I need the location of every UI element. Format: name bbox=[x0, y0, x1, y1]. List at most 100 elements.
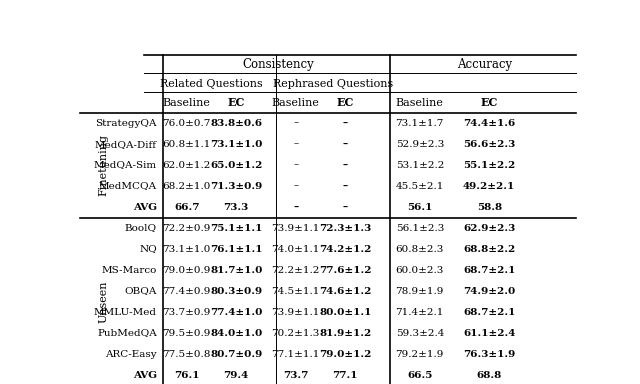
Text: Related Questions: Related Questions bbox=[160, 79, 263, 89]
Text: 74.0±1.1: 74.0±1.1 bbox=[271, 245, 320, 253]
Text: 68.8: 68.8 bbox=[477, 371, 502, 379]
Text: –: – bbox=[293, 182, 298, 190]
Text: 80.3±0.9: 80.3±0.9 bbox=[210, 286, 262, 296]
Text: 61.1±2.4: 61.1±2.4 bbox=[463, 329, 515, 338]
Text: 77.1: 77.1 bbox=[333, 371, 358, 379]
Text: Baseline: Baseline bbox=[396, 98, 444, 108]
Text: 76.1±1.1: 76.1±1.1 bbox=[210, 245, 262, 253]
Text: AVG: AVG bbox=[132, 371, 157, 379]
Text: 76.0±0.7: 76.0±0.7 bbox=[163, 119, 211, 127]
Text: 79.0±1.2: 79.0±1.2 bbox=[319, 349, 372, 359]
Text: 58.8: 58.8 bbox=[477, 203, 502, 212]
Text: Baseline: Baseline bbox=[163, 98, 211, 108]
Text: 53.1±2.2: 53.1±2.2 bbox=[396, 161, 444, 170]
Text: 73.1±1.0: 73.1±1.0 bbox=[163, 245, 211, 253]
Text: 49.2±2.1: 49.2±2.1 bbox=[463, 182, 515, 190]
Text: 45.5±2.1: 45.5±2.1 bbox=[396, 182, 444, 190]
Text: 59.3±2.4: 59.3±2.4 bbox=[396, 329, 444, 338]
Text: 68.2±1.0: 68.2±1.0 bbox=[163, 182, 211, 190]
Text: 56.1: 56.1 bbox=[407, 203, 433, 212]
Text: 72.2±0.9: 72.2±0.9 bbox=[163, 223, 211, 233]
Text: 73.7: 73.7 bbox=[283, 371, 308, 379]
Text: BoolQ: BoolQ bbox=[125, 223, 157, 233]
Text: 68.8±2.2: 68.8±2.2 bbox=[463, 245, 515, 253]
Text: PubMedQA: PubMedQA bbox=[97, 329, 157, 338]
Text: –: – bbox=[343, 140, 348, 149]
Text: 72.3±1.3: 72.3±1.3 bbox=[319, 223, 371, 233]
Text: Unseen: Unseen bbox=[99, 280, 109, 323]
Text: –: – bbox=[343, 119, 348, 127]
Text: 56.6±2.3: 56.6±2.3 bbox=[463, 140, 515, 149]
Text: MedQA-Diff: MedQA-Diff bbox=[95, 140, 157, 149]
Text: 84.0±1.0: 84.0±1.0 bbox=[210, 329, 262, 338]
Text: EC: EC bbox=[481, 98, 498, 109]
Text: –: – bbox=[293, 140, 298, 149]
Text: 68.7±2.1: 68.7±2.1 bbox=[463, 266, 515, 275]
Text: –: – bbox=[343, 161, 348, 170]
Text: 73.9±1.1: 73.9±1.1 bbox=[271, 223, 320, 233]
Text: 83.8±0.6: 83.8±0.6 bbox=[210, 119, 262, 127]
Text: –: – bbox=[293, 119, 298, 127]
Text: StrategyQA: StrategyQA bbox=[95, 119, 157, 127]
Text: 60.8±1.1: 60.8±1.1 bbox=[163, 140, 211, 149]
Text: 74.4±1.6: 74.4±1.6 bbox=[463, 119, 515, 127]
Text: Consistency: Consistency bbox=[243, 58, 314, 71]
Text: –: – bbox=[293, 161, 298, 170]
Text: 73.1±1.7: 73.1±1.7 bbox=[396, 119, 444, 127]
Text: 73.1±1.0: 73.1±1.0 bbox=[210, 140, 262, 149]
Text: 71.4±2.1: 71.4±2.1 bbox=[396, 308, 444, 316]
Text: 77.5±0.8: 77.5±0.8 bbox=[163, 349, 211, 359]
Text: 80.7±0.9: 80.7±0.9 bbox=[210, 349, 262, 359]
Text: 77.6±1.2: 77.6±1.2 bbox=[319, 266, 372, 275]
Text: EC: EC bbox=[337, 98, 354, 109]
Text: 60.0±2.3: 60.0±2.3 bbox=[396, 266, 444, 275]
Text: 65.0±1.2: 65.0±1.2 bbox=[210, 161, 262, 170]
Text: 76.1: 76.1 bbox=[174, 371, 200, 379]
Text: 75.1±1.1: 75.1±1.1 bbox=[210, 223, 262, 233]
Text: MS-Marco: MS-Marco bbox=[102, 266, 157, 275]
Text: 77.4±1.0: 77.4±1.0 bbox=[210, 308, 262, 316]
Text: MedMCQA: MedMCQA bbox=[99, 182, 157, 190]
Text: AVG: AVG bbox=[132, 203, 157, 212]
Text: 62.9±2.3: 62.9±2.3 bbox=[463, 223, 515, 233]
Text: Accuracy: Accuracy bbox=[457, 58, 512, 71]
Text: 66.5: 66.5 bbox=[407, 371, 433, 379]
Text: 73.7±0.9: 73.7±0.9 bbox=[163, 308, 211, 316]
Text: 60.8±2.3: 60.8±2.3 bbox=[396, 245, 444, 253]
Text: 74.6±1.2: 74.6±1.2 bbox=[319, 286, 372, 296]
Text: 71.3±0.9: 71.3±0.9 bbox=[210, 182, 262, 190]
Text: 77.4±0.9: 77.4±0.9 bbox=[163, 286, 211, 296]
Text: 77.1±1.1: 77.1±1.1 bbox=[271, 349, 320, 359]
Text: 56.1±2.3: 56.1±2.3 bbox=[396, 223, 444, 233]
Text: –: – bbox=[293, 203, 298, 212]
Text: –: – bbox=[343, 182, 348, 190]
Text: Rephrased Questions: Rephrased Questions bbox=[273, 79, 393, 89]
Text: –: – bbox=[343, 203, 348, 212]
Text: EC: EC bbox=[228, 98, 245, 109]
Text: 79.2±1.9: 79.2±1.9 bbox=[396, 349, 444, 359]
Text: 74.5±1.1: 74.5±1.1 bbox=[271, 286, 320, 296]
Text: ARC-Easy: ARC-Easy bbox=[105, 349, 157, 359]
Text: 78.9±1.9: 78.9±1.9 bbox=[396, 286, 444, 296]
Text: 79.0±0.9: 79.0±0.9 bbox=[163, 266, 211, 275]
Text: 80.0±1.1: 80.0±1.1 bbox=[319, 308, 372, 316]
Text: 74.9±2.0: 74.9±2.0 bbox=[463, 286, 515, 296]
Text: 73.9±1.1: 73.9±1.1 bbox=[271, 308, 320, 316]
Text: 76.3±1.9: 76.3±1.9 bbox=[463, 349, 515, 359]
Text: MMLU-Med: MMLU-Med bbox=[94, 308, 157, 316]
Text: 55.1±2.2: 55.1±2.2 bbox=[463, 161, 515, 170]
Text: 68.7±2.1: 68.7±2.1 bbox=[463, 308, 515, 316]
Text: Baseline: Baseline bbox=[272, 98, 320, 108]
Text: 72.2±1.2: 72.2±1.2 bbox=[271, 266, 320, 275]
Text: 74.2±1.2: 74.2±1.2 bbox=[319, 245, 372, 253]
Text: 81.9±1.2: 81.9±1.2 bbox=[319, 329, 371, 338]
Text: 66.7: 66.7 bbox=[174, 203, 200, 212]
Text: 62.0±1.2: 62.0±1.2 bbox=[163, 161, 211, 170]
Text: 73.3: 73.3 bbox=[223, 203, 249, 212]
Text: 52.9±2.3: 52.9±2.3 bbox=[396, 140, 444, 149]
Text: 70.2±1.3: 70.2±1.3 bbox=[271, 329, 320, 338]
Text: OBQA: OBQA bbox=[125, 286, 157, 296]
Text: 81.7±1.0: 81.7±1.0 bbox=[210, 266, 262, 275]
Text: 79.5±0.9: 79.5±0.9 bbox=[163, 329, 211, 338]
Text: MedQA-Sim: MedQA-Sim bbox=[93, 161, 157, 170]
